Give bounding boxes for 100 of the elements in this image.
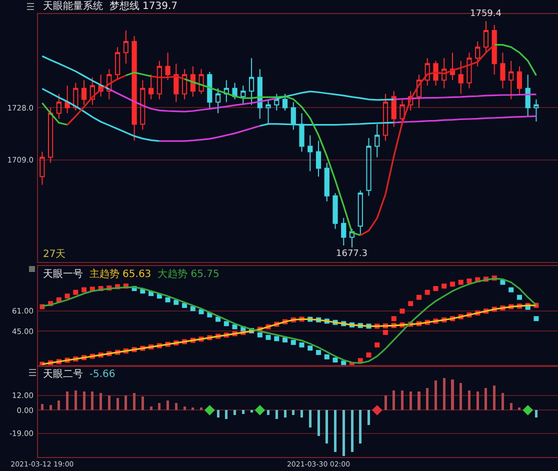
candlestick xyxy=(433,60,438,86)
point xyxy=(332,357,338,362)
bar xyxy=(501,392,504,410)
candlestick xyxy=(248,58,254,106)
candlestick xyxy=(165,52,170,81)
bar xyxy=(58,400,60,410)
series-label: 大趋势 65.75 xyxy=(158,268,220,280)
bar xyxy=(133,392,136,410)
point xyxy=(516,294,522,300)
candlestick xyxy=(224,80,229,103)
bar xyxy=(66,392,69,410)
candlestick xyxy=(442,58,447,89)
chart-title: 天眼一号 xyxy=(43,269,83,280)
bar xyxy=(91,392,94,410)
point xyxy=(316,350,322,355)
bar xyxy=(392,390,396,410)
point xyxy=(341,360,346,365)
bar xyxy=(74,390,77,410)
candlestick xyxy=(508,60,514,100)
bar xyxy=(308,410,312,428)
candlestick xyxy=(182,68,188,100)
candlestick xyxy=(73,82,78,111)
annotation: 27天 xyxy=(43,249,66,260)
bar xyxy=(326,410,328,444)
bar xyxy=(534,410,538,418)
bar xyxy=(158,402,161,410)
chart-subtitle: -5.66 xyxy=(89,369,116,380)
bar xyxy=(468,390,470,410)
bar xyxy=(359,410,362,444)
candlestick xyxy=(341,217,346,246)
bar xyxy=(401,390,404,410)
point xyxy=(308,346,313,351)
candlestick xyxy=(156,60,162,100)
point xyxy=(290,340,296,345)
bar xyxy=(476,392,479,410)
candlestick xyxy=(308,134,313,172)
bar xyxy=(317,410,320,436)
bar xyxy=(200,408,203,410)
bar xyxy=(116,398,119,410)
bar xyxy=(267,410,270,416)
bar xyxy=(426,388,429,410)
point xyxy=(299,342,304,348)
chart-title: 天眼能量系统 xyxy=(43,0,103,12)
candlestick xyxy=(207,71,212,108)
candlestick xyxy=(132,36,137,142)
bar xyxy=(292,410,295,416)
bar xyxy=(493,385,496,410)
candlestick xyxy=(366,138,372,196)
point xyxy=(257,332,262,338)
bar xyxy=(518,408,521,410)
point xyxy=(266,334,271,340)
bar xyxy=(250,410,253,413)
bar xyxy=(434,380,437,410)
candlestick xyxy=(257,68,262,120)
bar xyxy=(384,395,387,410)
point xyxy=(216,316,221,322)
point xyxy=(274,336,280,342)
candlestick xyxy=(316,140,322,178)
bar xyxy=(418,392,420,410)
point xyxy=(165,297,170,302)
candlestick xyxy=(458,60,464,94)
bar xyxy=(49,405,52,410)
candlestick xyxy=(40,151,45,186)
candlestick xyxy=(391,90,396,128)
candlestick xyxy=(215,88,221,114)
candlestick xyxy=(408,90,414,111)
bar xyxy=(108,395,110,410)
bar xyxy=(484,388,488,410)
candlestick xyxy=(324,162,330,202)
point xyxy=(190,306,196,312)
bar xyxy=(451,379,454,410)
bar xyxy=(183,406,186,410)
candlestick xyxy=(475,41,480,67)
candlestick xyxy=(516,66,522,94)
candlestick xyxy=(115,46,120,81)
candlestick xyxy=(140,80,146,130)
bar xyxy=(242,410,244,414)
bar xyxy=(510,402,512,410)
bar xyxy=(124,395,128,410)
candlestick xyxy=(48,107,54,164)
annotation: 1759.4 xyxy=(470,9,502,19)
bar xyxy=(141,396,144,410)
bar xyxy=(342,410,345,456)
candlestick xyxy=(382,93,388,142)
candlestick xyxy=(82,80,87,106)
candlestick xyxy=(332,192,338,230)
candlestick xyxy=(240,85,246,106)
bar xyxy=(234,410,236,416)
bar xyxy=(409,392,412,410)
chart-title: 天眼二号 xyxy=(43,369,83,380)
candlestick xyxy=(174,63,179,103)
candlestick xyxy=(90,76,95,106)
bar xyxy=(225,410,228,419)
candlestick xyxy=(56,93,62,120)
text: 主趋势 65.63 xyxy=(89,268,152,280)
candlestick xyxy=(106,68,112,100)
point xyxy=(500,280,506,285)
chart-subtitle: 梦想线 1739.7 xyxy=(109,0,178,12)
candlestick xyxy=(358,190,363,235)
bar xyxy=(334,410,337,452)
